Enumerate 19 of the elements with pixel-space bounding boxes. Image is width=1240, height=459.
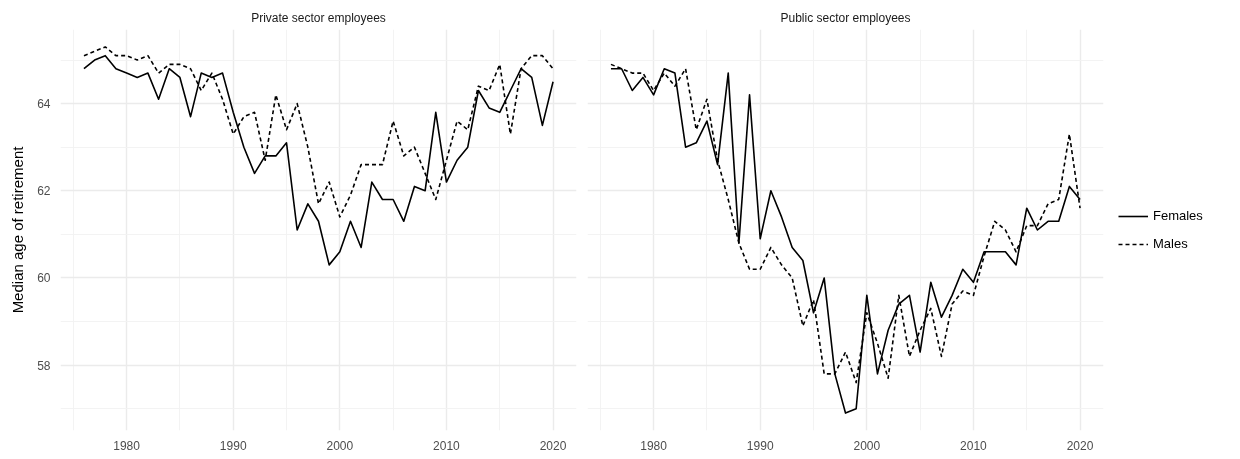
x-tick-label: 2020 [1066, 438, 1094, 453]
legend-label: Males [1153, 236, 1188, 251]
x-tick-label: 1980 [113, 438, 141, 453]
y-axis-title: Median age of retirement [9, 145, 27, 314]
y-tick-label: 62 [37, 184, 51, 199]
x-tick-label: 2010 [960, 438, 988, 453]
y-tick-label: 60 [37, 271, 51, 286]
y-tick-label: 64 [37, 97, 51, 112]
y-tick-label: 58 [37, 358, 51, 373]
x-tick-label: 1990 [746, 438, 774, 453]
x-tick-label: 1990 [219, 438, 247, 453]
x-tick-label: 2000 [326, 438, 354, 453]
legend-label: Females [1153, 208, 1203, 223]
x-tick-label: 2020 [539, 438, 567, 453]
x-tick-label: 1980 [640, 438, 668, 453]
chart-title: Private sector employees [251, 10, 386, 25]
x-tick-label: 2010 [433, 438, 461, 453]
x-tick-label: 2000 [853, 438, 881, 453]
chart-title: Public sector employees [780, 10, 911, 25]
